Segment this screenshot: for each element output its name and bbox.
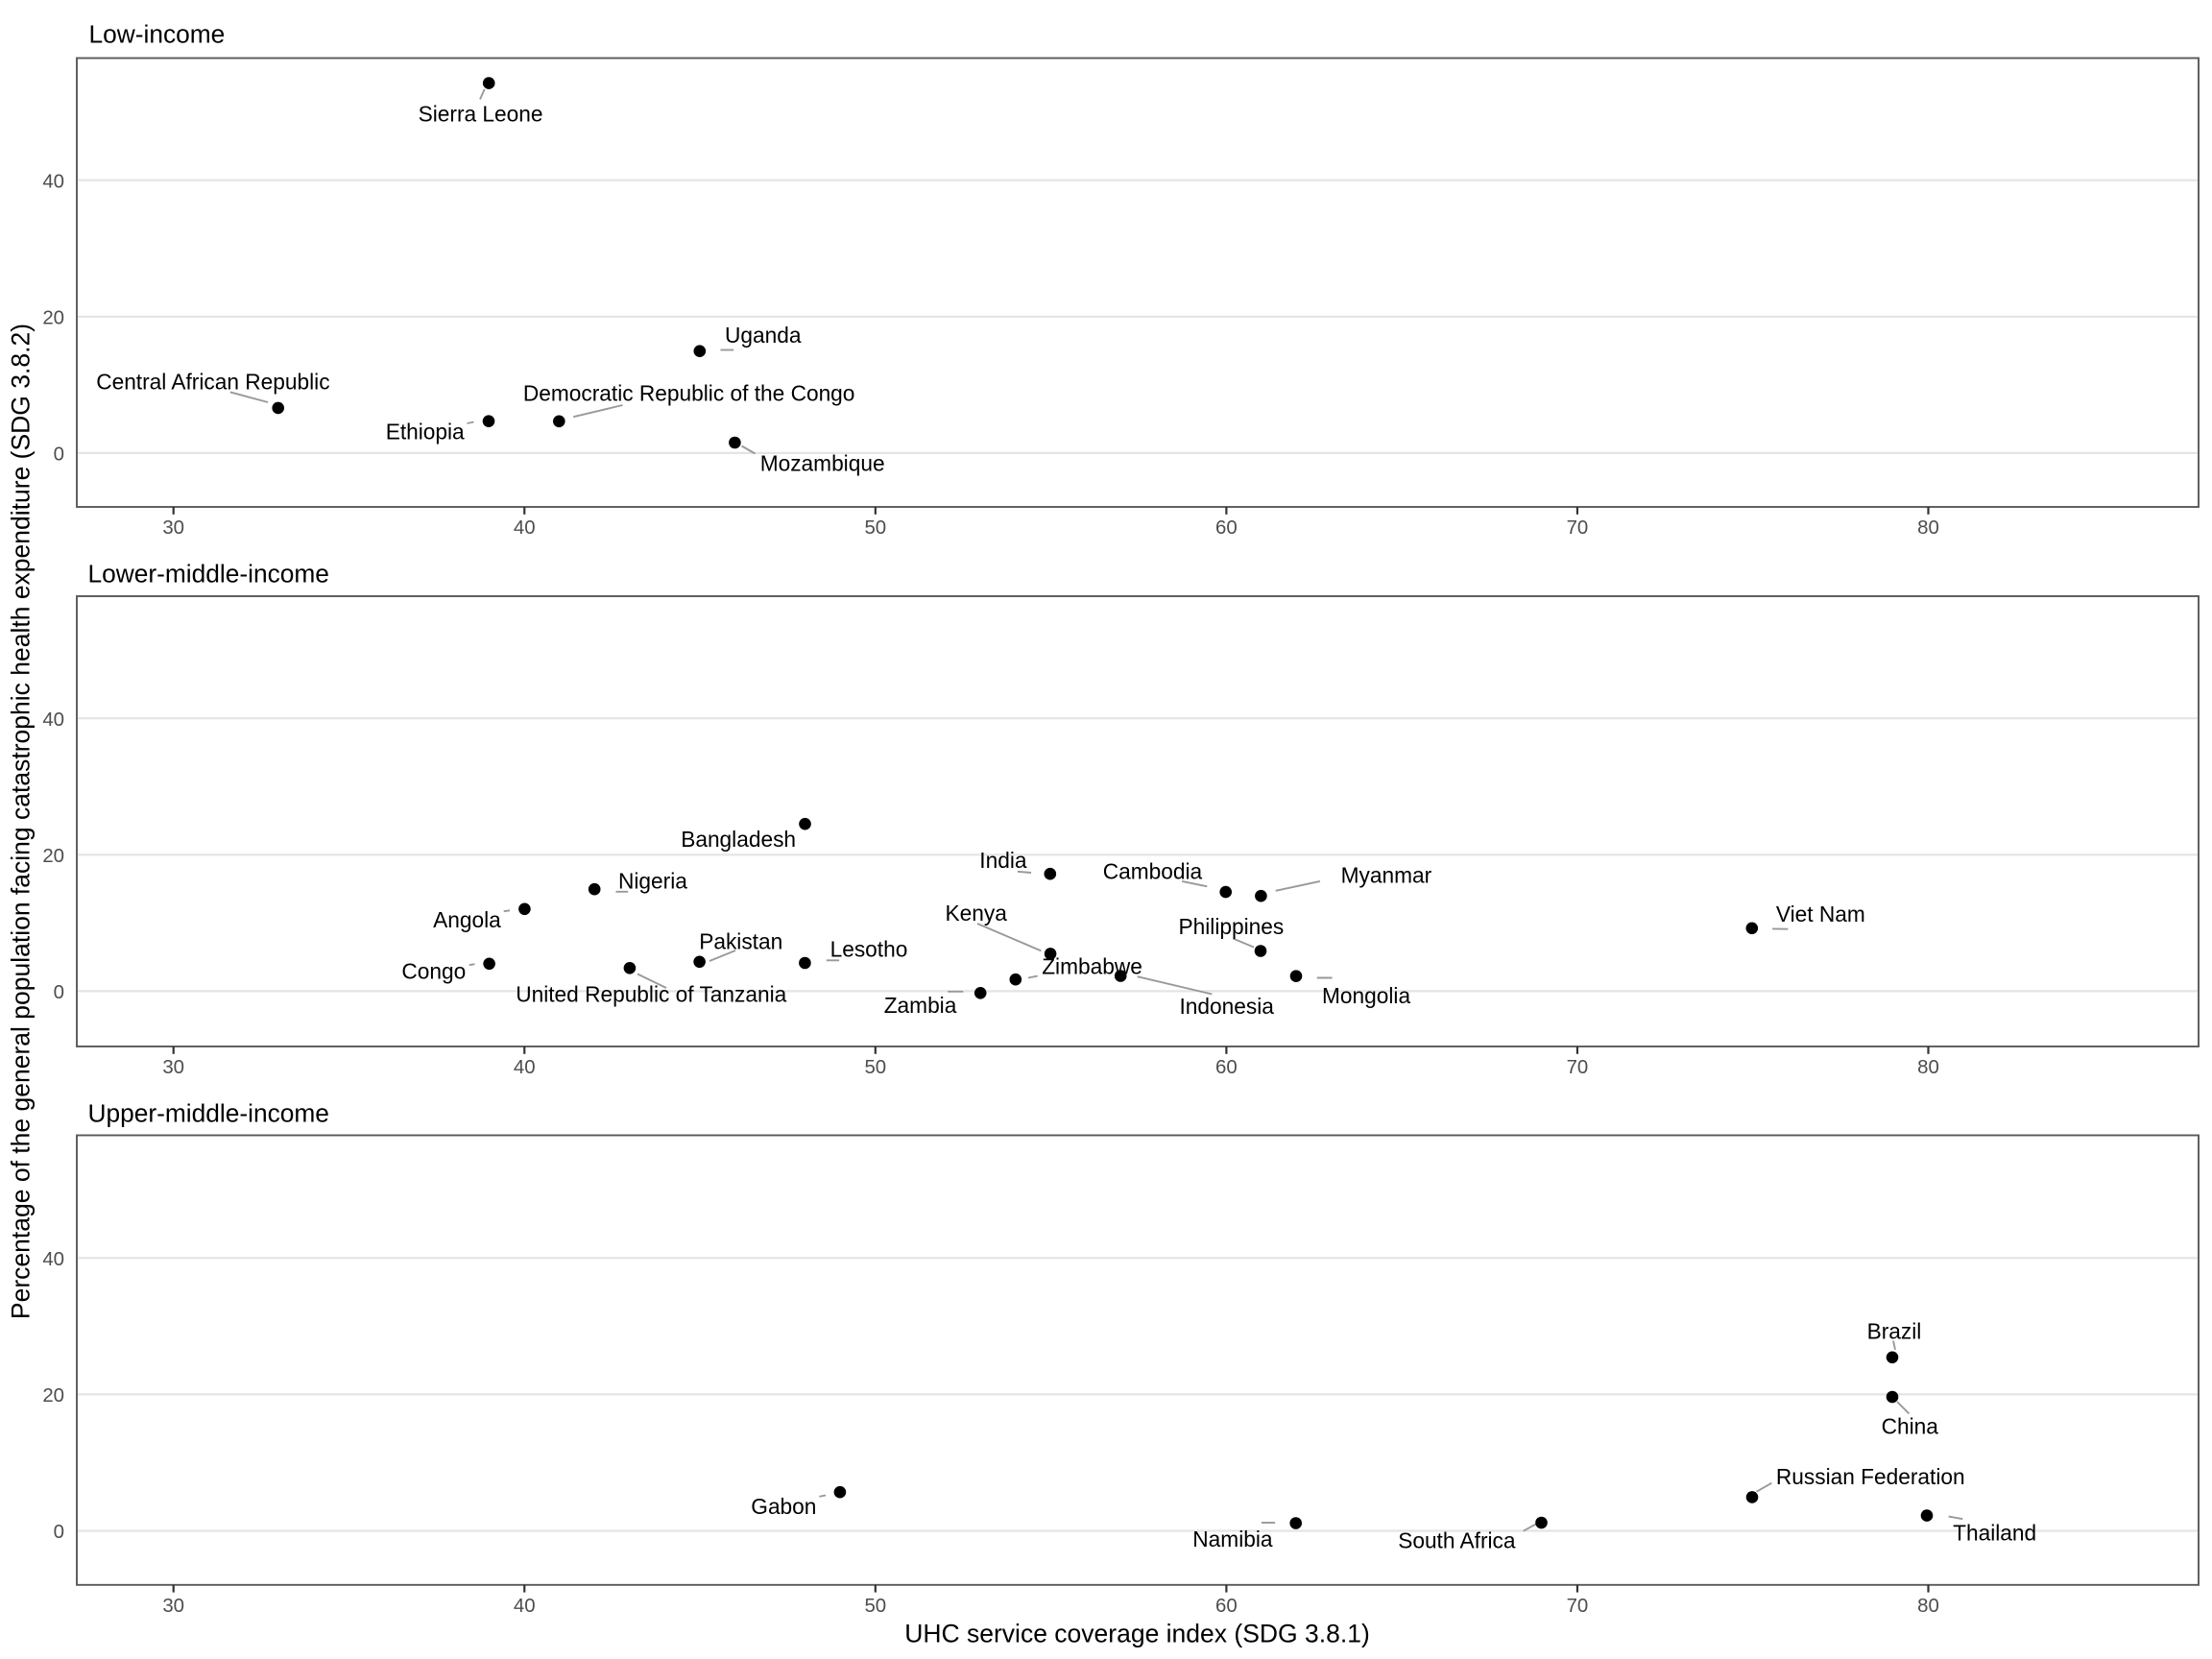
svg-text:Uganda: Uganda [725,323,802,348]
svg-text:40: 40 [514,1057,536,1078]
svg-text:60: 60 [1215,1596,1238,1617]
svg-text:40: 40 [42,709,64,731]
svg-text:0: 0 [54,982,64,1003]
svg-text:20: 20 [42,307,64,328]
svg-text:0: 0 [54,1522,64,1543]
svg-text:40: 40 [42,171,64,192]
svg-text:70: 70 [1567,517,1589,539]
svg-text:Upper-middle-income: Upper-middle-income [88,1099,329,1128]
svg-text:40: 40 [514,1596,536,1617]
svg-text:Congo: Congo [401,959,466,984]
svg-text:20: 20 [42,1385,64,1407]
svg-text:Bangladesh: Bangladesh [681,827,796,852]
svg-text:40: 40 [42,1249,64,1270]
svg-text:Democratic Republic of the Con: Democratic Republic of the Congo [523,381,855,406]
svg-text:60: 60 [1215,517,1238,539]
svg-text:Lesotho: Lesotho [830,936,908,961]
svg-text:Mongolia: Mongolia [1322,983,1410,1008]
svg-text:Nigeria: Nigeria [618,869,687,894]
svg-text:50: 50 [864,1057,886,1078]
svg-text:South Africa: South Africa [1398,1527,1516,1552]
svg-text:Angola: Angola [433,907,501,932]
svg-text:Central African Republic: Central African Republic [96,369,329,394]
svg-text:United Republic of Tanzania: United Republic of Tanzania [516,982,786,1007]
svg-text:Philippines: Philippines [1179,914,1285,939]
svg-text:Namibia: Namibia [1192,1527,1273,1551]
svg-text:China: China [1882,1413,1939,1438]
svg-text:Pakistan: Pakistan [699,929,782,954]
svg-text:Lower-middle-income: Lower-middle-income [88,560,329,589]
svg-text:30: 30 [162,1057,184,1078]
svg-text:30: 30 [162,1596,184,1617]
svg-text:Myanmar: Myanmar [1341,863,1432,888]
svg-text:Viet Nam: Viet Nam [1776,902,1865,926]
svg-text:Percentage of the general popu: Percentage of the general population fac… [7,324,36,1319]
svg-text:Cambodia: Cambodia [1103,859,1203,884]
svg-text:0: 0 [54,445,64,466]
svg-text:50: 50 [864,517,886,539]
svg-text:80: 80 [1917,517,1939,539]
svg-text:Zambia: Zambia [884,993,957,1018]
svg-text:Kenya: Kenya [946,901,1008,926]
svg-text:60: 60 [1215,1057,1238,1078]
svg-text:70: 70 [1567,1057,1589,1078]
svg-text:Zimbabwe: Zimbabwe [1042,954,1142,979]
svg-text:80: 80 [1917,1596,1939,1617]
svg-text:Ethiopia: Ethiopia [386,420,465,445]
svg-text:70: 70 [1567,1596,1589,1617]
svg-text:40: 40 [514,517,536,539]
svg-text:20: 20 [42,846,64,867]
svg-text:Indonesia: Indonesia [1180,994,1275,1019]
svg-text:Gabon: Gabon [751,1494,816,1519]
svg-text:Sierra Leone: Sierra Leone [419,101,543,126]
svg-text:30: 30 [162,517,184,539]
svg-text:Russian Federation: Russian Federation [1776,1464,1965,1489]
svg-text:Thailand: Thailand [1953,1521,2036,1546]
svg-text:India: India [979,848,1027,873]
svg-text:UHC service coverage index (SD: UHC service coverage index (SDG 3.8.1) [904,1620,1370,1648]
svg-text:Brazil: Brazil [1867,1318,1922,1343]
svg-text:80: 80 [1917,1057,1939,1078]
svg-text:Mozambique: Mozambique [760,450,885,475]
svg-text:Low-income: Low-income [89,20,226,49]
svg-text:50: 50 [864,1596,886,1617]
